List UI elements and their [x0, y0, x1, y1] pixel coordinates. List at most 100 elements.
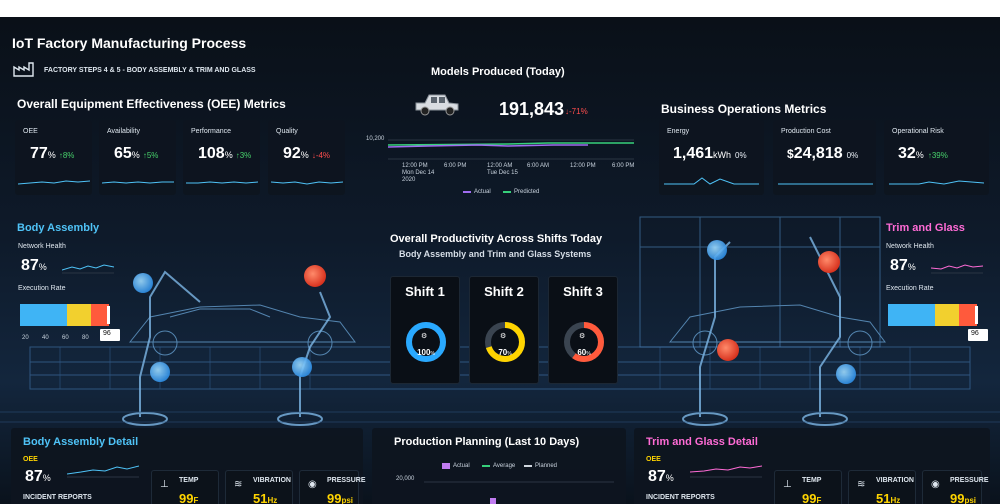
body-execution-bar: [20, 304, 120, 341]
planning-panel: Production Planning (Last 10 Days) Actua…: [372, 428, 626, 504]
planning-legend-label: Planned: [535, 463, 558, 469]
shift-card[interactable]: Shift 3 ⚙ 60%: [548, 276, 618, 384]
shift-card[interactable]: Shift 1 ⚙ 100%: [390, 276, 460, 384]
models-x-tick: 12:00 PM: [570, 163, 596, 170]
oee-card-number: 77: [30, 145, 48, 162]
business-card-delta: 0%: [735, 151, 747, 160]
body-network-label: Network Health: [18, 243, 66, 250]
body-detail-sparkline: [67, 465, 139, 478]
shift-progress-ring: [564, 322, 604, 362]
shift-value: 100%: [391, 342, 461, 360]
vibration-card: ≋ VIBRATION 51Hz: [225, 470, 293, 504]
oee-card-delta: ↑3%: [236, 151, 252, 160]
business-card-number: 24,818: [793, 145, 843, 162]
oee-card-delta-value: -4%: [315, 151, 331, 160]
temp-unit: F: [816, 496, 822, 504]
shift-label: Shift 3: [563, 284, 603, 299]
shift-value-unit: %: [586, 351, 591, 357]
vibration-icon: ≋: [857, 479, 866, 490]
body-network-value: 87%: [21, 257, 47, 275]
shift-card[interactable]: Shift 2 ⚙ 70%: [469, 276, 539, 384]
planning-legend-item: Average: [482, 463, 515, 469]
trim-network-sparkline: [931, 264, 983, 274]
business-card-number: 32: [898, 145, 916, 162]
trim-detail-oee-label: OEE: [646, 456, 661, 463]
business-card-number: 1,461: [673, 145, 714, 162]
oee-card-sparkline: [186, 181, 258, 184]
shift-value-unit: %: [430, 351, 435, 357]
models-x-tick: 6:00 PM: [444, 163, 466, 170]
models-title: Models Produced (Today): [431, 66, 565, 78]
body-detail-incident-label: INCIDENT REPORTS: [23, 494, 92, 501]
oee-card-unit: %: [47, 150, 56, 160]
trim-detail-incident-label: INCIDENT REPORTS: [646, 494, 715, 501]
planning-legend-label: Average: [493, 463, 516, 469]
pressure-gauge-icon: ◉: [308, 479, 317, 490]
oee-card: OEE 77% ↑8%: [15, 120, 92, 195]
business-card-delta: 0%: [847, 151, 859, 160]
actual-line: [388, 144, 588, 148]
vibration-card: ≋ VIBRATION 51Hz: [848, 470, 916, 504]
pressure-number: 99: [950, 491, 965, 504]
predicted-line: [388, 142, 634, 146]
shift-value-number: 70: [498, 348, 508, 357]
business-card-sparkline: [778, 183, 873, 185]
oee-card-sparkline: [18, 180, 90, 185]
oee-card-delta-value: 3%: [239, 151, 252, 160]
models-x-tick: 12:00 AM Tue Dec 15: [487, 163, 518, 177]
factory-icon: [13, 62, 34, 77]
body-detail-oee-number: 87: [25, 468, 43, 485]
trim-detail-oee-number: 87: [648, 468, 666, 485]
planning-bar-chart: [424, 481, 614, 504]
pressure-gauge-icon: ◉: [931, 479, 940, 490]
body-execution-tick: 20: [22, 335, 29, 341]
body-detail-title: Body Assembly Detail: [23, 436, 139, 448]
gear-icon: ⚙: [500, 333, 507, 340]
business-card-delta-value: 0%: [735, 151, 747, 160]
shift-value-number: 100: [417, 348, 431, 357]
shift-progress-ring: [485, 322, 525, 362]
planning-title: Production Planning (Last 10 Days): [394, 436, 580, 448]
business-card-label: Energy: [667, 128, 690, 135]
body-detail-oee-value: 87%: [25, 468, 51, 486]
vibration-icon: ≋: [234, 479, 243, 490]
oee-card-sparkline: [102, 181, 174, 184]
trim-detail-oee-value: 87%: [648, 468, 674, 486]
oee-card-delta-value: 5%: [146, 151, 159, 160]
shift-value-number: 60: [577, 348, 587, 357]
models-delta: ↓-71%: [565, 107, 588, 116]
pressure-value: 99psi: [327, 491, 353, 504]
pressure-label: PRESSURE: [950, 477, 989, 484]
temp-card: ⊥ TEMP 99F: [151, 470, 219, 504]
models-x-tick-time: 6:00 PM: [612, 163, 635, 169]
productivity-title: Overall Productivity Across Shifts Today: [390, 233, 603, 245]
vibration-number: 51: [253, 491, 268, 504]
shift-label: Shift 1: [405, 284, 445, 299]
trim-detail-sparkline: [690, 465, 762, 478]
body-execution-tick: 80: [82, 335, 89, 341]
vibration-unit: Hz: [267, 496, 278, 504]
vibration-number: 51: [876, 491, 891, 504]
trim-detail-panel: Trim and Glass Detail OEE 87% INCIDENT R…: [634, 428, 990, 504]
legend-swatch: [442, 463, 450, 469]
temp-unit: F: [193, 496, 199, 504]
legend-swatch: [463, 191, 471, 193]
vibration-unit: Hz: [890, 496, 901, 504]
business-card-unit: kWh: [713, 150, 732, 160]
shift-label: Shift 2: [484, 284, 524, 299]
legend-swatch: [524, 465, 532, 467]
business-card-label: Production Cost: [781, 128, 831, 135]
models-x-tick-time: 12:00 AM: [487, 163, 513, 169]
temp-label: TEMP: [179, 477, 199, 484]
body-network-number: 87: [21, 257, 39, 274]
oee-card-delta: ↑5%: [143, 151, 159, 160]
oee-card-delta: ↓-4%: [312, 151, 330, 160]
oee-card-delta: ↑8%: [59, 151, 75, 160]
models-delta-value: -71%: [569, 107, 588, 116]
business-card-value: $24,818 0%: [787, 145, 858, 163]
legend-swatch: [482, 465, 490, 467]
trim-detail-title: Trim and Glass Detail: [646, 436, 758, 448]
shift-progress-arc: [485, 322, 525, 362]
oee-card: Availability 65% ↑5%: [99, 120, 176, 195]
models-legend-item: Actual: [463, 189, 491, 195]
